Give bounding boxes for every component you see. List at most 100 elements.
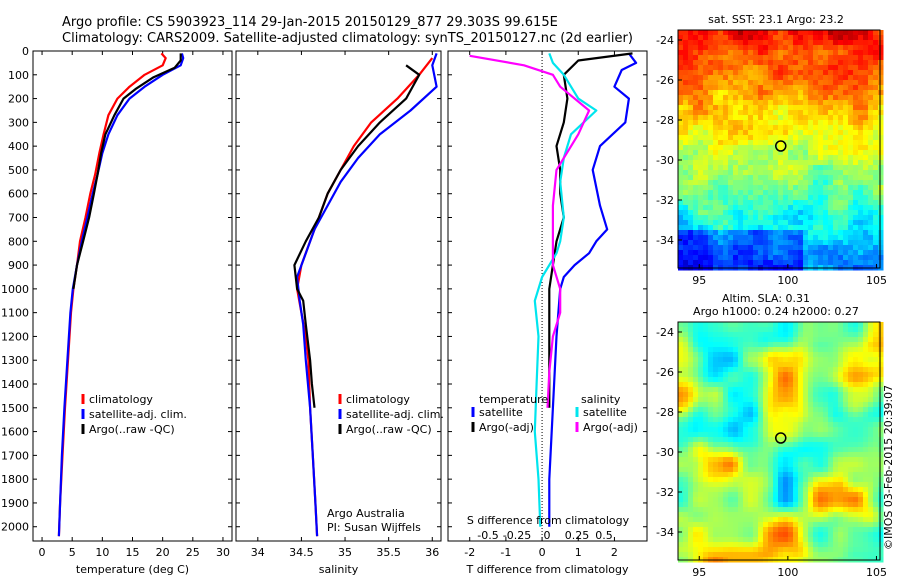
map-cell [873, 382, 879, 388]
map-cell [793, 145, 799, 151]
map-cell [838, 517, 844, 523]
map-cell [768, 215, 774, 221]
map-cell [743, 452, 749, 458]
map-cell [833, 145, 839, 151]
map-cell [798, 347, 804, 353]
map-cell [743, 357, 749, 363]
map-cell [708, 532, 714, 538]
map-cell [848, 190, 854, 196]
map-cell [723, 200, 729, 206]
map-cell [743, 100, 749, 106]
map-cell [793, 367, 799, 373]
map-cell [853, 327, 859, 333]
map-cell [748, 155, 754, 161]
map-cell [813, 255, 819, 261]
map-cell [693, 155, 699, 161]
map-cell [743, 235, 749, 241]
map-cell [863, 402, 869, 408]
map-cell [723, 322, 729, 328]
map-cell [728, 362, 734, 368]
map-cell [818, 130, 824, 136]
map-cell [703, 407, 709, 413]
map-cell [748, 372, 754, 378]
map-cell [693, 352, 699, 358]
map-cell [773, 347, 779, 353]
map-cell [728, 412, 734, 418]
map-cell [683, 215, 689, 221]
map-cell [828, 342, 834, 348]
map-cell [843, 522, 849, 528]
map-cell [768, 352, 774, 358]
map-cell [753, 412, 759, 418]
map-cell [773, 332, 779, 338]
map-cell [708, 462, 714, 468]
map-cell [753, 80, 759, 86]
map-cell [683, 417, 689, 423]
map-cell [703, 120, 709, 126]
map-cell [728, 352, 734, 358]
map-cell [768, 205, 774, 211]
map-cell [808, 110, 814, 116]
map-cell [738, 90, 744, 96]
map-cell [723, 417, 729, 423]
map-cell [723, 437, 729, 443]
map-cell [768, 357, 774, 363]
map-cell [723, 377, 729, 383]
map-cell [768, 180, 774, 186]
map-cell [793, 357, 799, 363]
map-cell [783, 542, 789, 548]
map-cell [818, 40, 824, 46]
map-cell [853, 552, 859, 558]
map-cell [718, 120, 724, 126]
map-cell [818, 45, 824, 51]
map-cell [818, 80, 824, 86]
x-tick-label: 0 [539, 546, 546, 559]
map-cell [693, 502, 699, 508]
map-cell [763, 327, 769, 333]
map-cell [858, 392, 864, 398]
map-cell [768, 190, 774, 196]
map-cell [853, 150, 859, 156]
map-cell [788, 30, 794, 36]
map-cell [743, 60, 749, 66]
map-cell [693, 537, 699, 543]
map-cell [753, 542, 759, 548]
map-cell [723, 362, 729, 368]
y-tick-label: 900 [8, 259, 29, 272]
map-cell [818, 255, 824, 261]
map-cell [718, 65, 724, 71]
map-cell [828, 487, 834, 493]
map-cell [738, 70, 744, 76]
map-cell [708, 155, 714, 161]
map-cell [788, 547, 794, 553]
map-cell [763, 512, 769, 518]
map-cell [803, 547, 809, 553]
map-cell [688, 100, 694, 106]
map-cell [843, 432, 849, 438]
map-cell [813, 357, 819, 363]
map-cell [798, 362, 804, 368]
map-cell [823, 357, 829, 363]
map-cell [833, 512, 839, 518]
map-cell [763, 210, 769, 216]
map-cell [868, 250, 874, 256]
map-cell [733, 452, 739, 458]
map-cell [763, 80, 769, 86]
map-cell [753, 407, 759, 413]
map-cell [873, 507, 879, 513]
map-cell [803, 200, 809, 206]
map-cell [823, 322, 829, 328]
map-cell [728, 367, 734, 373]
map-cell [843, 90, 849, 96]
map-cell [733, 342, 739, 348]
map-cell [783, 180, 789, 186]
map-cell [818, 342, 824, 348]
map-cell [683, 397, 689, 403]
map-cell [708, 40, 714, 46]
map-cell [803, 382, 809, 388]
map-cell [748, 422, 754, 428]
map-cell [853, 160, 859, 166]
map-cell [848, 387, 854, 393]
map-cell [758, 235, 764, 241]
map-cell [818, 392, 824, 398]
